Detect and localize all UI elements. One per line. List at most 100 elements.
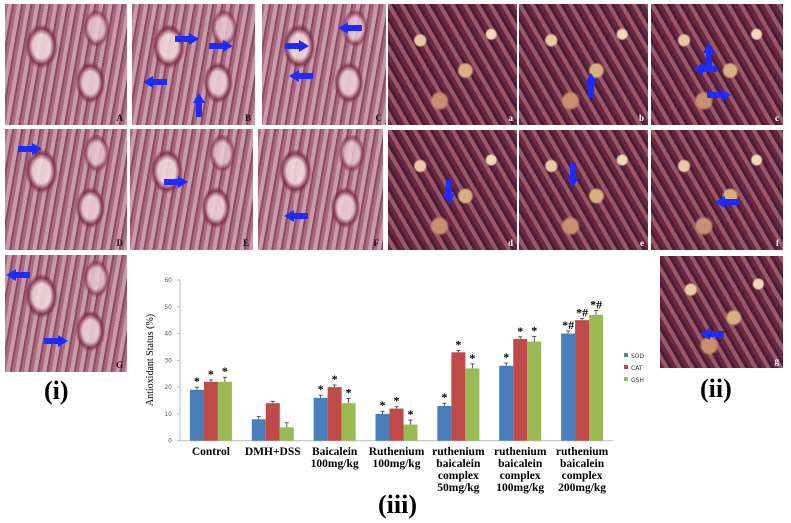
histology-panel-f: f: [651, 130, 783, 250]
y-tick-label: 10: [164, 411, 172, 418]
y-tick-label: 30: [164, 357, 172, 364]
significance-mark: *: [194, 374, 200, 388]
histology-panel-F: F: [258, 129, 383, 250]
bar-sod: [437, 405, 452, 441]
category-label: DMH+DSS: [245, 446, 301, 458]
category-label: Control: [192, 446, 230, 458]
category-label: Ruthenium: [369, 446, 425, 458]
category-label: ruthenium: [494, 446, 547, 458]
panel-label: G: [115, 360, 123, 370]
significance-mark: *: [346, 385, 352, 399]
bar-sod: [251, 419, 266, 441]
bar-cat: [389, 408, 404, 441]
panel-label: D: [116, 238, 124, 248]
legend-swatch: [624, 377, 628, 381]
histology-panel-g: g: [660, 256, 783, 368]
significance-mark: *: [455, 337, 461, 351]
category-label: 100mg/kg: [311, 458, 359, 470]
blue-arrow-icon: [584, 73, 597, 97]
significance-mark: *#: [562, 318, 574, 332]
label-iii: (iii): [378, 490, 417, 519]
panel-label: e: [640, 238, 644, 248]
blue-arrow-icon: [567, 163, 580, 187]
blue-arrow-icon: [707, 88, 731, 101]
bar-cat: [513, 338, 528, 441]
significance-mark: *: [503, 350, 509, 364]
legend-swatch: [624, 353, 628, 357]
blue-arrow-icon: [175, 32, 199, 45]
category-label: Baicalein: [312, 446, 358, 458]
blue-arrow-icon: [192, 93, 205, 117]
significance-mark: *: [517, 324, 523, 338]
blue-arrow-icon: [702, 43, 715, 67]
legend-label: SOD: [631, 353, 645, 360]
histology-panel-A: A: [5, 4, 127, 125]
bar-gsh: [527, 341, 542, 441]
legend-label: CAT: [631, 365, 643, 372]
bar-gsh: [341, 403, 356, 441]
bar-sod: [189, 389, 204, 441]
histology-panel-c: c: [651, 4, 783, 125]
panel-label: A: [116, 113, 124, 123]
bar-cat: [203, 381, 218, 441]
histology-panel-a: a: [388, 4, 517, 125]
bar-sod: [313, 397, 328, 441]
blue-arrow-icon: [18, 142, 42, 155]
bar-sod: [375, 413, 390, 441]
panel-label: g: [774, 356, 780, 366]
histology-panel-B: B: [132, 4, 255, 125]
panel-label: C: [375, 113, 383, 123]
category-label: baicalein: [560, 458, 605, 470]
category-label: 100mg/kg: [496, 482, 544, 494]
panel-label: f: [776, 238, 779, 248]
y-tick-label: 50: [164, 304, 172, 311]
bar-gsh: [403, 424, 418, 441]
significance-mark: *: [318, 382, 324, 396]
panel-label: F: [373, 238, 380, 248]
y-axis-label: Antioxidant Status (%): [145, 314, 156, 406]
panel-label: B: [244, 113, 251, 123]
panel-label: E: [242, 238, 249, 248]
panel-label: d: [507, 238, 513, 248]
significance-mark: *: [394, 394, 400, 408]
blue-arrow-icon: [209, 39, 233, 52]
legend-label: GSH: [631, 377, 644, 384]
legend-swatch: [624, 365, 628, 369]
blue-arrow-icon: [143, 76, 167, 89]
bar-gsh: [465, 368, 480, 441]
bar-cat: [451, 352, 466, 441]
panel-label: a: [508, 113, 514, 123]
category-label: complex: [562, 470, 603, 482]
category-label: complex: [500, 470, 541, 482]
histology-panel-E: E: [130, 129, 253, 250]
label-ii: (ii): [700, 374, 732, 403]
bar-cat: [327, 387, 342, 441]
category-label: 50mg/kg: [437, 482, 479, 494]
category-label: ruthenium: [432, 446, 485, 458]
bar-gsh: [279, 427, 294, 441]
panel-label: c: [775, 113, 779, 123]
blue-arrow-icon: [164, 175, 188, 188]
panel-label: b: [638, 113, 644, 123]
significance-mark: *#: [590, 298, 602, 312]
significance-mark: *: [469, 351, 475, 365]
blue-arrow-icon: [6, 269, 30, 282]
blue-arrow-icon: [715, 196, 739, 209]
y-tick-label: 40: [164, 331, 172, 338]
significance-mark: *: [208, 367, 214, 381]
blue-arrow-icon: [285, 39, 309, 52]
significance-mark: *#: [576, 305, 588, 319]
category-label: 200mg/kg: [558, 482, 606, 494]
y-tick-label: 60: [164, 277, 172, 284]
blue-arrow-icon: [44, 334, 68, 347]
significance-mark: *: [441, 390, 447, 404]
category-label: 100mg/kg: [373, 458, 421, 470]
bar-cat: [575, 320, 590, 441]
significance-mark: *: [332, 372, 338, 386]
bar-cat: [265, 403, 280, 441]
significance-mark: *: [380, 398, 386, 412]
category-label: baicalein: [498, 458, 543, 470]
blue-arrow-icon: [443, 180, 456, 204]
category-label: ruthenium: [556, 446, 609, 458]
